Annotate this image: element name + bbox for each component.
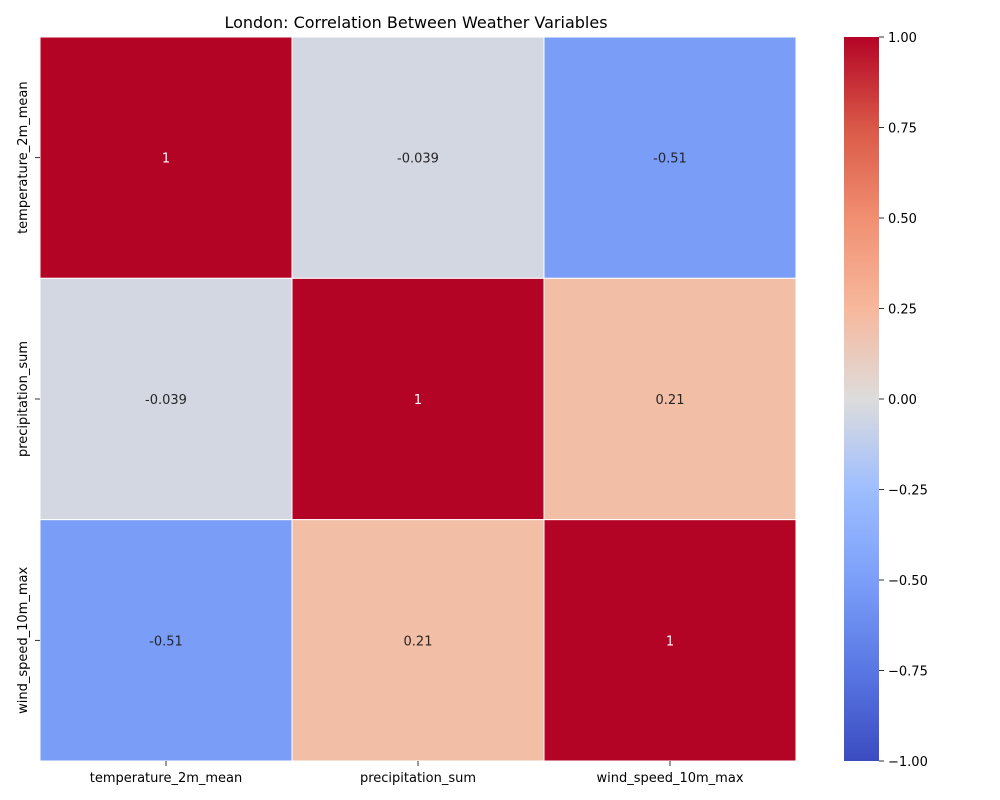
heatmap-cell — [291, 36, 545, 279]
colorbar-tick-label: 0.00 — [888, 393, 917, 408]
cell-value-label: 1 — [162, 152, 170, 167]
cell-value-label: 0.21 — [404, 634, 433, 649]
heatmap-cell — [39, 277, 293, 521]
cell-value-label: -0.51 — [149, 634, 183, 649]
colorbar-tick-label: 0.75 — [888, 122, 917, 137]
x-tick-label: precipitation_sum — [360, 771, 476, 786]
cell-value-label: -0.51 — [653, 152, 687, 167]
y-tick-label: precipitation_sum — [16, 341, 31, 457]
colorbar-tick-label: 0.25 — [888, 303, 917, 318]
y-axis: temperature_2m_mean precipitation_sumwind… — [16, 81, 40, 714]
colorbar-tick-label: −1.00 — [888, 755, 928, 770]
heatmap-cell — [543, 36, 797, 279]
heatmap-cell — [291, 519, 545, 762]
x-tick-label: wind_speed_10m_max — [596, 771, 743, 786]
y-tick-label: temperature_2m_mean — [16, 81, 31, 234]
cell-value-label: 1 — [414, 393, 422, 408]
colorbar-tick-label: −0.25 — [888, 484, 928, 499]
heatmap-cell — [39, 519, 293, 762]
x-axis: temperature_2m_mean precipitation_sum wind… — [90, 761, 744, 786]
cell-value-label: -0.039 — [397, 152, 439, 167]
heatmap-cell — [543, 277, 797, 521]
heatmap-cell — [39, 36, 293, 279]
cell-value-label: 1 — [666, 634, 674, 649]
colorbar-tick-label: −0.50 — [888, 574, 928, 589]
x-tick-label: temperature_2m_mean — [90, 771, 243, 786]
heatmap-cell — [291, 277, 545, 521]
colorbar-tick-label: −0.75 — [888, 665, 928, 680]
chart-title: London: Correlation Between Weather Vari… — [224, 13, 607, 32]
cell-value-label: 0.21 — [656, 393, 685, 408]
y-tick-label: wind_speed_10m_max — [16, 567, 31, 714]
colorbar-tick-label: 1.00 — [888, 31, 917, 46]
heatmap-cells: 1 -0.039 -0.51 -0.039 1 0.21 -0.51 0.21 1 — [39, 36, 797, 762]
cell-value-label: -0.039 — [145, 393, 187, 408]
colorbar: 1.00 0.75 0.50 0.25 0.00 −0.25 −0.50 −0.75 −1.00 — [844, 31, 928, 770]
colorbar-gradient — [844, 37, 879, 761]
colorbar-tick-label: 0.50 — [888, 212, 917, 227]
